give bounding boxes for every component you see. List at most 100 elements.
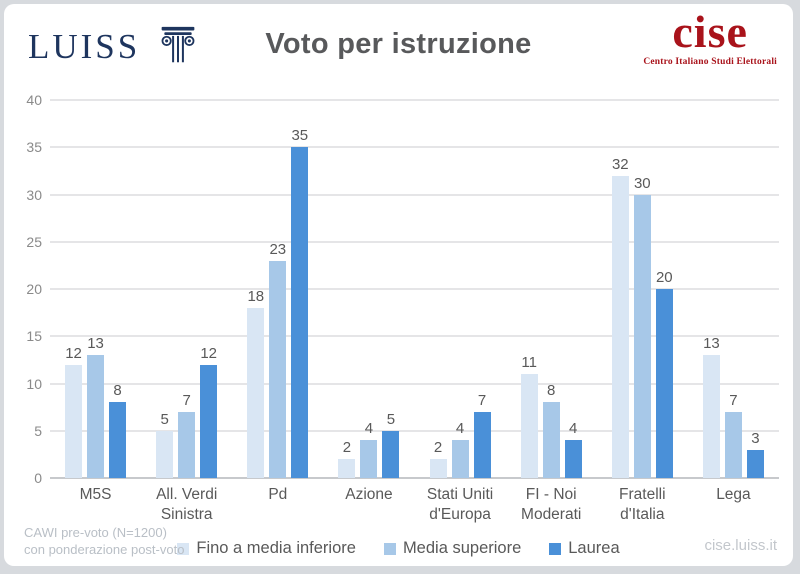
bar-column: 8: [542, 382, 560, 478]
bar-column: 18: [247, 287, 265, 478]
luiss-column-icon: [161, 26, 195, 63]
bar: [65, 364, 83, 478]
bar-column: 7: [178, 392, 196, 478]
gridline: [50, 99, 779, 101]
bar-value-label: 7: [729, 391, 738, 409]
legend-swatch-icon: [177, 542, 190, 555]
bar-column: 7: [473, 391, 491, 478]
bar-group: 12 13 8: [50, 100, 141, 478]
bar-column: 12: [65, 344, 83, 478]
luiss-wordmark: LUISS: [28, 26, 141, 66]
bar-column: 32: [611, 155, 629, 478]
y-tick-label: 30: [26, 186, 42, 203]
source-line-1: CAWI pre-voto (N=1200): [24, 524, 167, 540]
bar-value-label: 18: [247, 287, 265, 305]
bar: [338, 459, 356, 478]
chart-card: LUISS Voto per istruzion: [4, 4, 793, 566]
x-category-label: FI - Noi Moderati: [521, 486, 582, 524]
source-note: CAWI pre-voto (N=1200) con ponderazione …: [24, 524, 184, 559]
bar-column: 35: [291, 127, 309, 478]
bar-column: 5: [382, 411, 400, 478]
luiss-logo: LUISS: [28, 26, 198, 66]
bar-column: 4: [360, 420, 378, 478]
bar: [611, 175, 629, 478]
cise-wordmark: cise: [672, 6, 748, 57]
legend-label: Laurea: [568, 539, 620, 558]
bar-column: 5: [156, 411, 174, 478]
bar: [702, 355, 720, 478]
bar: [564, 440, 582, 478]
x-category-label: All. Verdi Sinistra: [156, 486, 218, 524]
bar: [269, 260, 287, 478]
bar-column: 8: [109, 382, 127, 478]
cise-tagline: Centro Italiano Studi Elettorali: [643, 57, 777, 68]
bar: [724, 411, 742, 478]
bar: [520, 374, 538, 478]
bar: [473, 411, 491, 478]
bar-value-label: 7: [477, 391, 487, 409]
y-tick-label: 15: [26, 328, 42, 345]
legend-label: Fino a media inferiore: [196, 539, 356, 558]
bar-group: 18 23 35: [232, 100, 323, 478]
bar-value-label: 4: [569, 420, 578, 438]
legend-item: Laurea: [549, 539, 620, 558]
bar-value-label: 12: [65, 344, 82, 362]
bar-column: 3: [746, 430, 764, 478]
bar-group: 32 30 20: [597, 100, 688, 478]
bar-group: 13 7 3: [688, 100, 779, 478]
bar-column: 30: [633, 175, 651, 478]
bar-value-label: 13: [703, 335, 720, 353]
x-axis-labels: M5S All. Verdi Sinistra Pd Azione Stati Unit…: [50, 485, 779, 525]
bar-value-label: 32: [611, 155, 629, 173]
y-tick-label: 25: [26, 233, 42, 250]
bar-value-label: 8: [547, 382, 556, 400]
bar-value-label: 4: [455, 420, 465, 438]
bar-column: 4: [451, 420, 469, 478]
gridline: [50, 477, 779, 479]
legend-label: Media superiore: [402, 539, 522, 558]
cise-logo: cise Centro Italiano Studi Elettorali: [643, 6, 777, 68]
x-category-label: Azione: [345, 486, 393, 503]
bar-value-label: 8: [113, 382, 122, 400]
bar-value-label: 4: [364, 420, 374, 438]
y-tick-label: 0: [34, 470, 42, 486]
bar-value-label: 13: [87, 335, 104, 353]
bar-value-label: 35: [291, 127, 309, 145]
bar-column: 13: [87, 335, 105, 478]
bar-chart: 0 5 10 15 20 25 30 35 40 12 13 8 5 7 12 18 23 35 2 4 5 2 4 7 11…: [10, 92, 779, 486]
gridline: [50, 382, 779, 385]
bar-column: 4: [564, 420, 582, 478]
bar-value-label: 2: [342, 439, 352, 457]
bar: [87, 355, 105, 478]
bar-group: 5 7 12: [141, 100, 232, 478]
bar: [109, 402, 127, 478]
legend-swatch-icon: [549, 542, 562, 555]
bar-value-label: 2: [433, 439, 443, 457]
bar: [633, 194, 651, 478]
bar-value-label: 23: [269, 240, 287, 258]
bar: [542, 402, 560, 478]
bar-column: 23: [269, 240, 287, 478]
chart-title: Voto per istruzione: [265, 28, 532, 60]
bar: [291, 147, 309, 478]
y-tick-label: 5: [34, 422, 42, 439]
x-category-label: Lega: [716, 486, 751, 503]
gridline: [50, 288, 779, 290]
bar: [156, 430, 174, 478]
bar-value-label: 20: [655, 269, 673, 286]
bar-column: 20: [655, 269, 673, 478]
y-tick-label: 35: [26, 139, 42, 156]
y-tick-label: 10: [26, 375, 42, 392]
site-link: cise.luiss.it: [704, 537, 777, 554]
plot-area: 12 13 8 5 7 12 18 23 35 2 4 5 2 4 7 11 8 4 32 30 20 13 7 3: [50, 99, 779, 479]
y-tick-label: 20: [26, 281, 42, 297]
bar-groups: 12 13 8 5 7 12 18 23 35 2 4 5 2 4 7 11 8 4 32 30 20 13 7 3: [50, 100, 779, 478]
bar-column: 7: [724, 391, 742, 478]
x-category-label: Fratelli d'Italia: [619, 486, 666, 524]
bar: [360, 440, 378, 478]
legend-item: Media superiore: [383, 539, 522, 558]
bar-column: 2: [338, 439, 356, 478]
bar: [382, 430, 400, 478]
legend: Fino a media inferiore Media superiore Lau…: [4, 539, 793, 558]
